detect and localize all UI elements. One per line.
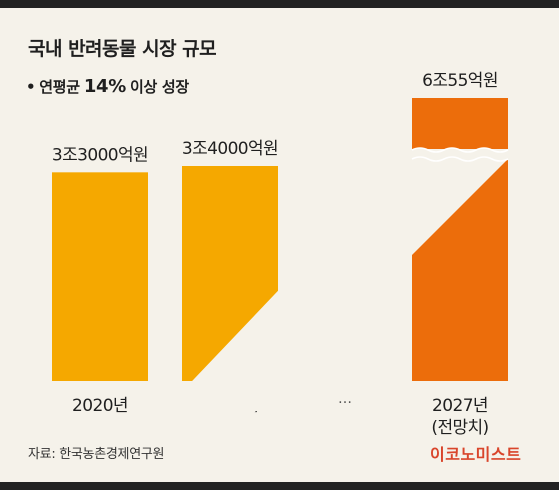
tick-label: 2020년	[72, 396, 128, 416]
source-note: 자료: 한국농촌경제연구원	[28, 447, 165, 462]
tick-label: 2027년	[432, 396, 488, 416]
subtitle-suffix: 이상 성장	[130, 78, 189, 96]
bottom-rule	[0, 482, 559, 490]
bullet-icon: •	[26, 77, 36, 96]
subtitle-prefix: 연평균	[39, 78, 80, 96]
top-rule	[0, 0, 559, 8]
data-label: 3조4000억원	[182, 139, 278, 159]
axis-break-band	[155, 148, 508, 490]
axis-break-gap	[412, 149, 508, 159]
chart-subtitle: • 연평균 14% 이상 성장	[26, 76, 189, 97]
bar	[412, 98, 508, 381]
axis-break-line	[411, 147, 509, 153]
chart-title: 국내 반려동물 시장 규모	[28, 38, 217, 60]
axis-break-line	[411, 156, 509, 162]
tick-label: …	[338, 391, 352, 407]
brand-logo: 이코노미스트	[430, 445, 522, 464]
tick-sublabel: (전망치)	[431, 418, 488, 438]
subtitle-growth-rate: 14%	[83, 76, 126, 97]
bar	[52, 172, 148, 381]
data-label: 6조55억원	[422, 71, 498, 91]
data-label: 3조3000억원	[52, 145, 148, 165]
